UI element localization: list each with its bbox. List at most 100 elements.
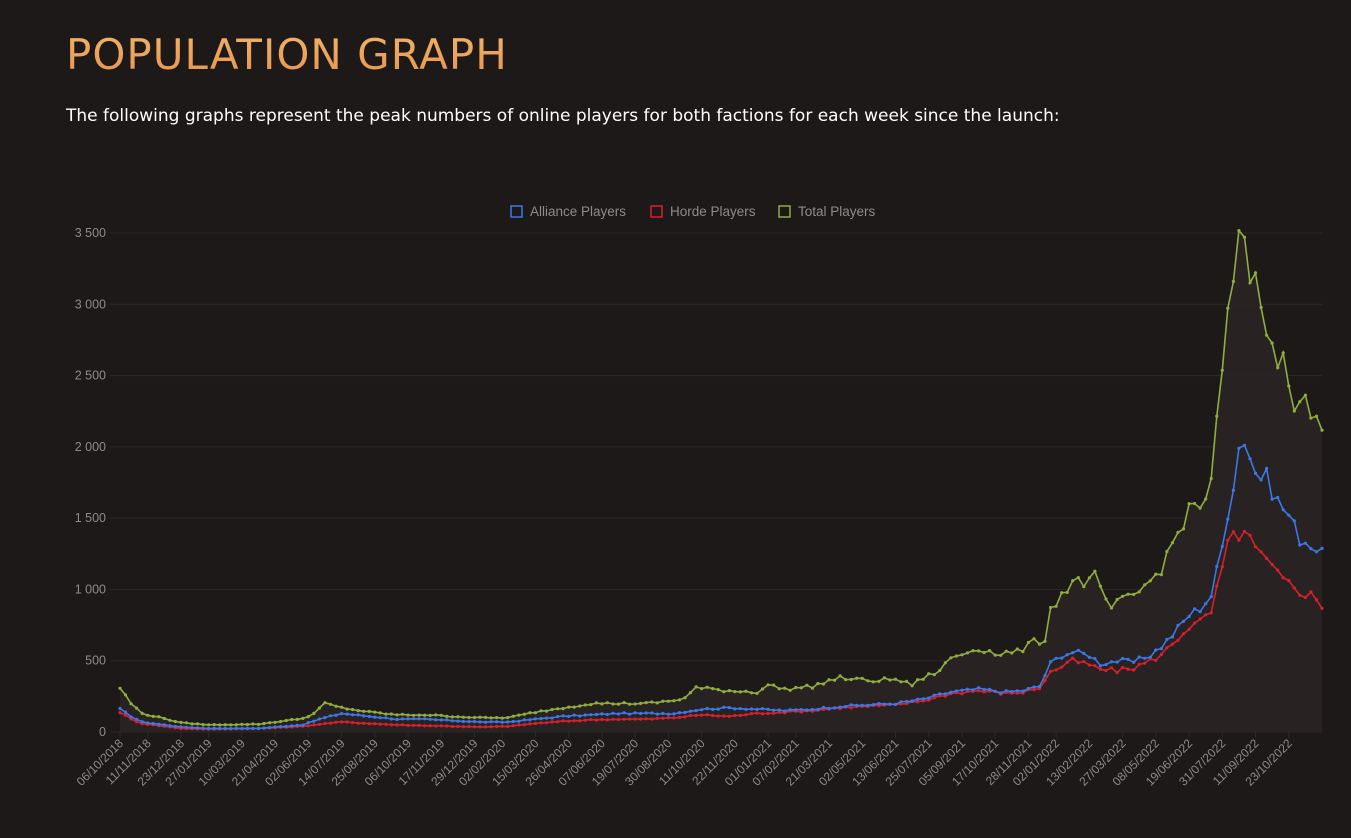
data-point[interactable] — [290, 717, 294, 722]
data-point[interactable] — [234, 723, 238, 727]
data-point[interactable] — [1303, 595, 1307, 600]
data-point[interactable] — [1287, 513, 1291, 517]
data-point[interactable] — [849, 677, 853, 682]
data-point[interactable] — [999, 653, 1003, 657]
data-point[interactable] — [1060, 665, 1064, 669]
data-point[interactable] — [1298, 593, 1302, 597]
data-point[interactable] — [572, 705, 576, 709]
data-point[interactable] — [384, 712, 388, 716]
data-point[interactable] — [694, 713, 698, 718]
data-point[interactable] — [916, 700, 920, 704]
data-point[interactable] — [661, 716, 665, 720]
data-point[interactable] — [821, 705, 826, 710]
data-point[interactable] — [589, 703, 593, 707]
data-point[interactable] — [378, 711, 382, 715]
data-point[interactable] — [1193, 501, 1197, 506]
data-point[interactable] — [195, 726, 200, 730]
data-point[interactable] — [495, 720, 499, 724]
data-point[interactable] — [866, 679, 870, 683]
data-point[interactable] — [1176, 623, 1180, 627]
data-point[interactable] — [1109, 606, 1114, 610]
data-point[interactable] — [1015, 647, 1019, 651]
data-point[interactable] — [1259, 550, 1263, 554]
data-point[interactable] — [666, 699, 671, 703]
data-point[interactable] — [362, 721, 366, 725]
data-point[interactable] — [849, 703, 853, 707]
data-point[interactable] — [467, 725, 471, 729]
data-point[interactable] — [1043, 679, 1047, 683]
data-point[interactable] — [378, 716, 382, 720]
data-point[interactable] — [583, 713, 587, 717]
data-point[interactable] — [1320, 606, 1324, 610]
data-point[interactable] — [157, 715, 161, 719]
data-point[interactable] — [511, 714, 515, 718]
data-point[interactable] — [456, 719, 460, 723]
data-point[interactable] — [362, 709, 366, 713]
data-point[interactable] — [683, 715, 687, 719]
data-point[interactable] — [788, 708, 792, 712]
data-point[interactable] — [190, 726, 194, 730]
data-point[interactable] — [882, 676, 887, 680]
data-point[interactable] — [251, 726, 255, 731]
data-point[interactable] — [218, 723, 222, 727]
data-point[interactable] — [1253, 271, 1258, 275]
data-point[interactable] — [511, 724, 515, 728]
data-point[interactable] — [1292, 519, 1296, 523]
data-point[interactable] — [594, 701, 599, 705]
data-point[interactable] — [1004, 689, 1008, 693]
data-point[interactable] — [644, 717, 648, 721]
data-point[interactable] — [755, 707, 759, 712]
data-point[interactable] — [1159, 573, 1163, 577]
data-point[interactable] — [1193, 621, 1197, 625]
data-point[interactable] — [1309, 416, 1313, 420]
data-point[interactable] — [1154, 658, 1158, 662]
data-point[interactable] — [716, 714, 720, 718]
data-point[interactable] — [1143, 661, 1147, 665]
data-point[interactable] — [445, 718, 449, 722]
data-point[interactable] — [428, 724, 432, 728]
data-point[interactable] — [168, 718, 172, 722]
data-point[interactable] — [893, 702, 898, 707]
data-point[interactable] — [223, 726, 227, 731]
data-point[interactable] — [135, 720, 139, 724]
data-point[interactable] — [600, 702, 604, 706]
data-point[interactable] — [1076, 661, 1080, 665]
data-point[interactable] — [500, 724, 504, 728]
data-point[interactable] — [1220, 368, 1224, 372]
data-point[interactable] — [700, 687, 704, 691]
data-point[interactable] — [744, 707, 748, 712]
data-point[interactable] — [1309, 590, 1313, 594]
data-point[interactable] — [345, 720, 349, 724]
data-point[interactable] — [1154, 572, 1158, 576]
data-point[interactable] — [1253, 545, 1258, 549]
data-point[interactable] — [1137, 662, 1141, 666]
data-point[interactable] — [860, 676, 864, 680]
data-point[interactable] — [1265, 466, 1269, 471]
data-point[interactable] — [722, 690, 726, 694]
data-point[interactable] — [218, 726, 222, 731]
data-point[interactable] — [256, 726, 261, 731]
data-point[interactable] — [1165, 637, 1169, 641]
data-point[interactable] — [999, 691, 1003, 695]
data-point[interactable] — [600, 717, 604, 722]
data-point[interactable] — [716, 707, 720, 711]
data-point[interactable] — [1032, 688, 1036, 692]
data-point[interactable] — [1049, 669, 1053, 673]
data-point[interactable] — [954, 654, 959, 658]
legend-label[interactable]: Horde Players — [670, 204, 756, 219]
data-point[interactable] — [478, 725, 482, 729]
data-point[interactable] — [633, 717, 637, 721]
data-point[interactable] — [400, 723, 405, 727]
data-point[interactable] — [129, 702, 133, 706]
data-point[interactable] — [351, 713, 355, 717]
data-point[interactable] — [1314, 550, 1319, 554]
data-point[interactable] — [245, 726, 249, 730]
data-point[interactable] — [295, 717, 299, 722]
data-point[interactable] — [1231, 530, 1235, 534]
data-point[interactable] — [406, 713, 410, 717]
data-point[interactable] — [766, 711, 770, 716]
data-point[interactable] — [1181, 619, 1186, 623]
data-point[interactable] — [1314, 414, 1319, 418]
data-point[interactable] — [1231, 279, 1235, 284]
data-point[interactable] — [772, 708, 776, 712]
